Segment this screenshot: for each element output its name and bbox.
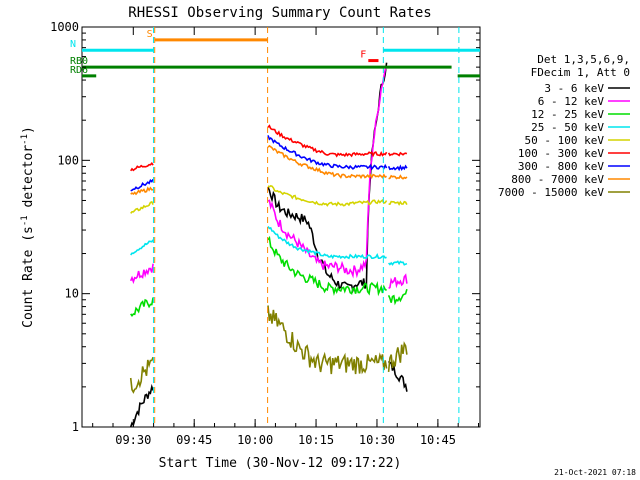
- series-line-6-12-kev-tail: [388, 273, 408, 289]
- series-line-25-50-kev-pre: [130, 239, 154, 256]
- x-tick-label-2: 09:45: [176, 433, 212, 447]
- legend-label-800-7000-kev: 800 - 7000 keV: [511, 173, 604, 186]
- x-tick-label-3: 10:00: [237, 433, 273, 447]
- y-axis-label-tail: detector: [21, 145, 36, 216]
- legend-label-100-300-kev: 100 - 300 keV: [518, 147, 604, 160]
- series-line-800-7000-kev-post: [267, 144, 387, 180]
- timestamp: 21-Oct-2021 07:18: [554, 468, 636, 477]
- flag-label-s: S: [147, 29, 153, 40]
- x-tick-label-6: 10:45: [420, 433, 456, 447]
- series-line-12-25-kev-post: [267, 235, 387, 297]
- series-line-50-100-kev-post: [267, 185, 388, 207]
- series-line-12-25-kev-tail: [387, 288, 408, 306]
- series-line-12-25-kev-pre: [130, 297, 154, 318]
- legend-header-2: FDecim 1, Att 0: [531, 66, 630, 79]
- flag-label-rb0: RB0: [70, 56, 88, 67]
- legend-header-1: Det 1,3,5,6,9,: [537, 53, 630, 66]
- series-line-6-12-kev-post: [267, 66, 388, 279]
- y-axis-label-sup2: -1: [20, 134, 30, 145]
- legend-label-50-100-kev: 50 - 100 keV: [525, 134, 605, 147]
- marker-layer: [152, 27, 460, 427]
- series-line-50-100-kev-pre: [130, 200, 154, 214]
- x-tick-label-1: 09:30: [115, 433, 151, 447]
- legend-label-6-12-kev: 6 - 12 keV: [538, 95, 605, 108]
- series-line-6-12-kev-pre: [129, 263, 154, 285]
- series-line-3-6-kev-post: [267, 62, 388, 294]
- y-axis-label-end: ): [21, 126, 36, 134]
- y-tick-label-3: 100: [57, 153, 79, 167]
- legend-label-12-25-kev: 12 - 25 keV: [531, 108, 604, 121]
- legend-label-3-6-kev: 3 - 6 keV: [544, 82, 604, 95]
- series-line-7000-15000-kev-post: [267, 305, 388, 375]
- y-tick-label-4: 1000: [50, 20, 79, 34]
- series-line-7000-15000-kev-pre: [129, 356, 154, 394]
- legend-label-25-50-kev: 25 - 50 keV: [531, 121, 604, 134]
- series-line-3-6-kev-tail: [387, 360, 408, 392]
- x-tick-label-4: 10:15: [298, 433, 334, 447]
- x-tick-label-5: 10:30: [359, 433, 395, 447]
- flag-label-f: F: [360, 50, 366, 61]
- series-line-300-800-kev-post: [267, 135, 388, 171]
- series-line-3-6-kev-pre: [129, 383, 154, 428]
- series-line-800-7000-kev-pre: [130, 186, 154, 196]
- flag-label-rd6: RD6: [70, 65, 88, 76]
- series-line-300-800-kev-tail: [387, 164, 408, 172]
- series-line-25-50-kev-post: [267, 225, 387, 260]
- y-axis-label: Count Rate (s-1 detector-1): [20, 126, 36, 328]
- x-axis-label: Start Time (30-Nov-12 09:17:22): [159, 456, 402, 471]
- chart-title: RHESSI Observing Summary Count Rates: [128, 5, 431, 21]
- y-axis-label-main: Count Rate (s: [21, 226, 36, 328]
- series-line-100-300-kev-tail: [387, 151, 408, 157]
- series-line-300-800-kev-pre: [130, 178, 154, 192]
- y-tick-label-2: 10: [65, 287, 79, 301]
- flag-label-n: N: [70, 39, 76, 50]
- series-line-100-300-kev-pre: [130, 162, 154, 172]
- legend-label-7000-15000-kev: 7000 - 15000 keV: [498, 186, 604, 199]
- y-tick-label-1: 1: [72, 420, 79, 434]
- tick-layer: 09:30 09:45 10:00 10:15 10:30 10:45 1 10 100 1000: [50, 20, 480, 447]
- y-axis-label-sup: -1: [20, 215, 30, 226]
- series-line-800-7000-kev-tail: [388, 174, 408, 180]
- series-line-7000-15000-kev-tail: [387, 341, 408, 372]
- series-line-25-50-kev-tail: [388, 260, 408, 266]
- legend-label-300-800-kev: 300 - 800 keV: [518, 160, 604, 173]
- plot-frame: [81, 26, 481, 428]
- series-line-100-300-kev-post: [267, 124, 388, 158]
- series-layer: [129, 62, 408, 428]
- legend: Det 1,3,5,6,9, FDecim 1, Att 0 3 - 6 keV…: [498, 53, 630, 199]
- series-line-50-100-kev-tail: [388, 200, 408, 206]
